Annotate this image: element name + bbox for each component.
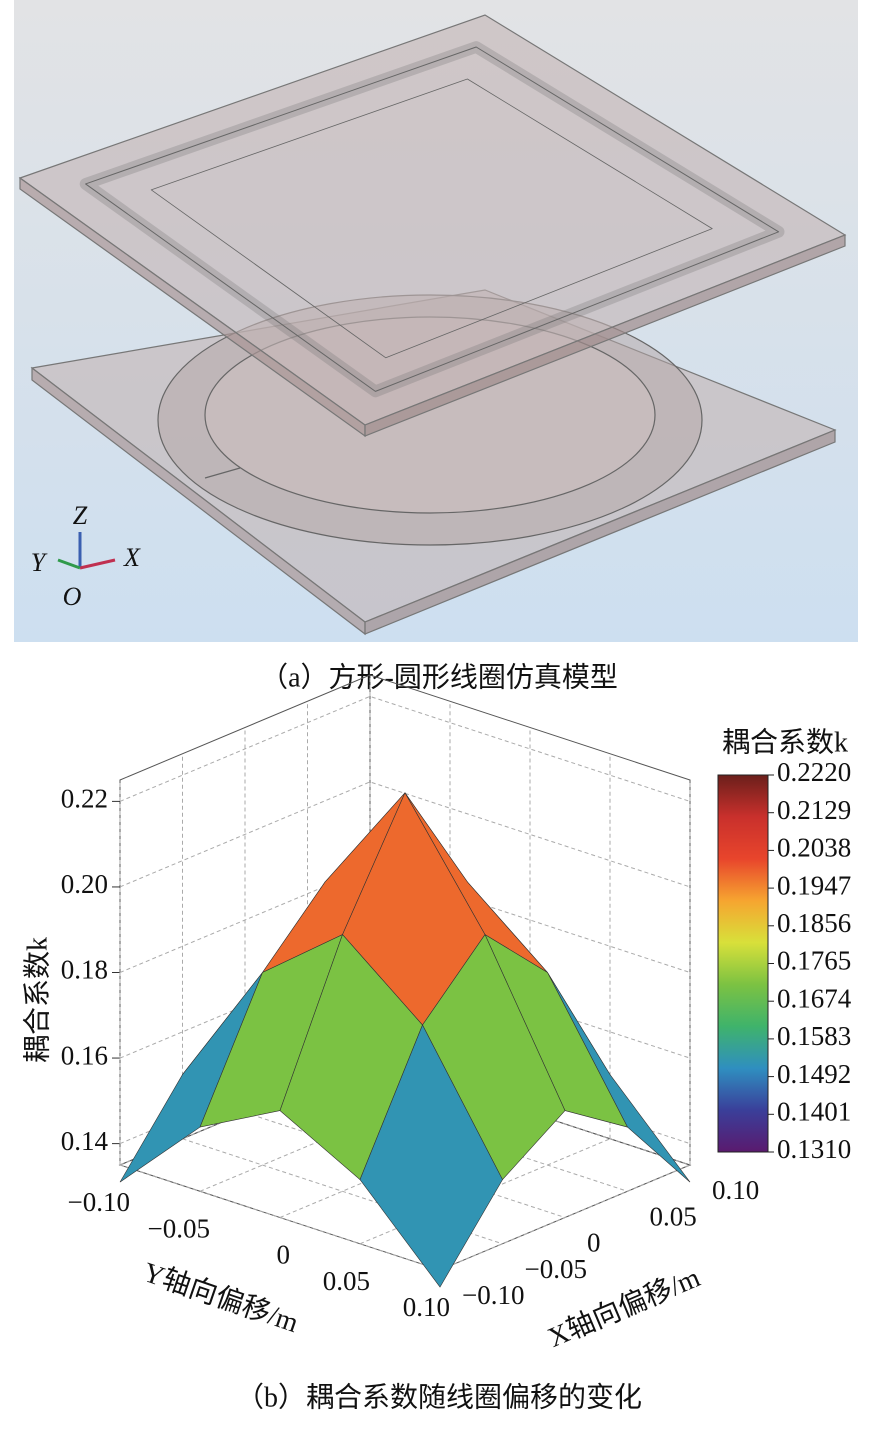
colorbar bbox=[717, 774, 769, 1153]
grid-line bbox=[119, 695, 691, 802]
y-tick-label: −0.10 bbox=[68, 1187, 130, 1217]
colorbar-tick-label: 0.1492 bbox=[777, 1059, 851, 1089]
z-axis-title: 耦合系数k bbox=[21, 937, 53, 1063]
x-tick-label: −0.05 bbox=[525, 1254, 587, 1284]
colorbar-tick-label: 0.1856 bbox=[777, 908, 851, 938]
surface-patch bbox=[359, 1024, 503, 1288]
z-tick-label: 0.20 bbox=[61, 869, 108, 899]
colorbar-tick-label: 0.2038 bbox=[777, 833, 851, 863]
y-tick-label: 0 bbox=[277, 1240, 291, 1270]
axis-label: O bbox=[63, 582, 82, 611]
caption: （a）方形-圆形线圈仿真模型 bbox=[260, 661, 618, 693]
colorbar-tick-label: 0.1947 bbox=[777, 870, 851, 900]
colorbar-tick-label: 0.1674 bbox=[777, 983, 852, 1013]
grid-line bbox=[439, 1164, 691, 1271]
axis-label: Z bbox=[73, 501, 88, 530]
model-render bbox=[14, 0, 858, 642]
colorbar-tick-label: 0.1765 bbox=[777, 946, 851, 976]
x-tick-label: 0 bbox=[587, 1228, 601, 1258]
axis-label: Y bbox=[31, 548, 48, 577]
colorbar-tick-label: 0.2129 bbox=[777, 795, 851, 825]
y-tick-label: −0.05 bbox=[148, 1213, 210, 1243]
caption: （b）耦合系数随线圈偏移的变化 bbox=[236, 1381, 642, 1413]
z-tick-label: 0.14 bbox=[61, 1126, 109, 1156]
colorbar-tick-label: 0.1401 bbox=[777, 1097, 851, 1127]
x-tick-label: −0.10 bbox=[462, 1280, 524, 1310]
y-tick-label: 0.10 bbox=[403, 1292, 450, 1322]
y-tick-label: 0.05 bbox=[323, 1266, 370, 1296]
z-tick-label: 0.22 bbox=[61, 784, 108, 814]
axis-label: X bbox=[123, 543, 141, 572]
z-tick-label: 0.18 bbox=[61, 955, 108, 985]
x-tick-label: 0.10 bbox=[712, 1175, 759, 1205]
colorbar-tick-label: 0.1310 bbox=[777, 1134, 851, 1164]
z-tick-label: 0.16 bbox=[61, 1040, 108, 1070]
colorbar-title: 耦合系数k bbox=[722, 726, 848, 758]
x-tick-label: 0.05 bbox=[650, 1201, 697, 1231]
colorbar-tick-label: 0.2220 bbox=[777, 757, 851, 787]
colorbar-tick-label: 0.1583 bbox=[777, 1021, 851, 1051]
